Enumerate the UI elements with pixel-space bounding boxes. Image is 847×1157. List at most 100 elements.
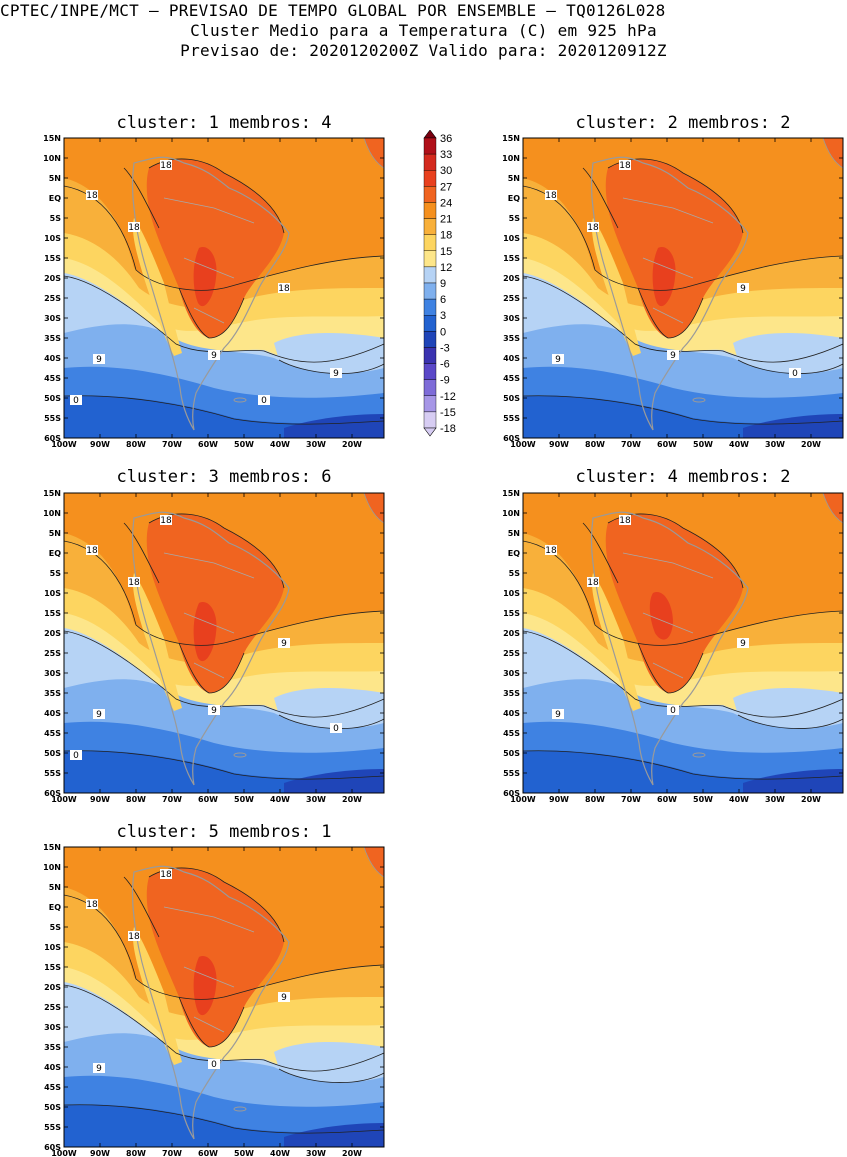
contour-line [123, 876, 160, 938]
contour-label: 18 [619, 161, 631, 171]
lat-tick-label: 15N [43, 843, 61, 852]
colorbar-level-label: 33 [440, 149, 452, 161]
contour-line [178, 287, 245, 339]
lat-tick-label: 35S [44, 1043, 61, 1052]
lon-tick-label: 30W [306, 440, 326, 449]
lon-tick-label: 60W [198, 1149, 218, 1157]
contour-label-box [278, 992, 290, 1002]
lon-tick-label: 30W [306, 1149, 326, 1157]
contour-label: 18 [160, 870, 172, 880]
contour-line [637, 642, 704, 694]
contour-label: 9 [555, 355, 561, 365]
lat-tick-label: 55S [503, 769, 520, 778]
lat-tick-label: 40S [44, 354, 61, 363]
lon-tick-label: 100W [51, 795, 77, 804]
contour-line [523, 395, 843, 425]
lat-tick-label: 10N [43, 863, 61, 872]
contour-label: 9 [96, 355, 102, 365]
contour-label: 0 [261, 396, 267, 406]
lat-tick-label: 5N [49, 174, 61, 183]
coastline [590, 511, 749, 786]
contour-label-box [545, 190, 557, 200]
header-line-2: Cluster Medio para a Temperatura (C) em … [190, 21, 657, 40]
contour-label-box [86, 545, 98, 555]
colorbar-segment [423, 153, 437, 171]
lon-tick-label: 50W [234, 1149, 254, 1157]
colorbar-segment [423, 137, 437, 155]
lat-tick-label: 60S [503, 789, 520, 798]
contour-line [523, 540, 843, 646]
contour-label-box [93, 1063, 105, 1073]
contour-label: 0 [73, 396, 79, 406]
colorbar-level-label: -3 [440, 342, 450, 354]
lon-tick-label: 70W [621, 440, 641, 449]
lat-tick-label: 55S [44, 414, 61, 423]
lon-tick-label: 70W [162, 440, 182, 449]
contour-label-box [93, 709, 105, 719]
contour-label: 9 [281, 993, 287, 1003]
lat-tick-label: 50S [44, 1103, 61, 1112]
contour-label: 18 [278, 284, 290, 294]
contour-label-box [258, 395, 270, 405]
lat-tick-label: EQ [49, 549, 61, 558]
lat-tick-label: 5S [50, 923, 62, 932]
contour-line [178, 642, 245, 694]
lat-tick-label: 30S [503, 669, 520, 678]
lon-tick-label: 50W [234, 440, 254, 449]
coastline [131, 865, 290, 1140]
lon-tick-label: 90W [549, 440, 569, 449]
map-panel-4: 18 18 18 9 9 0 15N 10N 5N EQ 5S 10S 15S 20S 25S 30S 35S 4… [502, 489, 844, 804]
colorbar-level-label: -6 [440, 359, 450, 371]
colorbar-top-arrow [423, 130, 437, 139]
lon-tick-label: 30W [765, 795, 785, 804]
map-frame [63, 492, 385, 794]
contour-line [64, 540, 384, 646]
lon-tick-label: 50W [693, 440, 713, 449]
colorbar-level-label: 9 [440, 278, 446, 290]
lon-tick-label: 60W [198, 795, 218, 804]
contour-label-box [70, 750, 82, 760]
contour-label-box [278, 638, 290, 648]
lat-tick-label: 15S [44, 609, 61, 618]
contour-label: 0 [73, 751, 79, 761]
lat-tick-label: 45S [44, 374, 61, 383]
lat-tick-label: EQ [49, 194, 61, 203]
lat-tick-label: 20S [44, 274, 61, 283]
lat-tick-label: 25S [44, 1003, 61, 1012]
lat-tick-label: 35S [44, 334, 61, 343]
lat-tick-label: 5S [50, 569, 62, 578]
contour-line [278, 714, 384, 729]
lon-tick-label: 60W [657, 440, 677, 449]
contour-label-box [619, 515, 631, 525]
colorbar-level-label: -18 [440, 423, 456, 435]
lat-tick-label: 25S [503, 294, 520, 303]
map-frame [63, 846, 385, 1148]
lat-tick-label: EQ [508, 194, 520, 203]
colorbar-level-label: 6 [440, 294, 446, 306]
contour-line [64, 395, 384, 425]
lat-tick-label: 40S [503, 709, 520, 718]
lon-tick-label: 40W [729, 440, 749, 449]
lon-tick-label: 20W [342, 1149, 362, 1157]
lat-tick-label: 30S [44, 314, 61, 323]
contour-label-box [128, 577, 140, 587]
contour-label-box [70, 395, 82, 405]
lat-tick-label: 15N [43, 134, 61, 143]
contour-label-box [552, 709, 564, 719]
lat-tick-label: 45S [503, 374, 520, 383]
header-line-3: Previsao de: 2020120200Z Valido para: 20… [180, 41, 667, 60]
lat-tick-label: 5N [508, 529, 520, 538]
lon-tick-label: 40W [270, 1149, 290, 1157]
map-panel-5: 18 18 18 9 9 0 15N 10N 5N EQ 5S 10S 15S 20S 25S 30S 35S 4… [43, 843, 385, 1157]
lat-tick-label: 45S [44, 729, 61, 738]
contour-label: 18 [86, 900, 98, 910]
colorbar-segment [423, 250, 437, 268]
lat-tick-label: 10N [502, 154, 520, 163]
lat-tick-label: 50S [503, 749, 520, 758]
contour-label: 9 [740, 639, 746, 649]
colorbar-bottom-arrow [423, 427, 437, 437]
colorbar-segment [423, 234, 437, 251]
lat-tick-label: 5S [50, 214, 62, 223]
contour-label-box [278, 283, 290, 293]
